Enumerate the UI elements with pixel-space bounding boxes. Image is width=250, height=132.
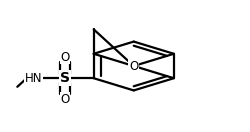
- Text: HN: HN: [25, 72, 42, 85]
- Text: O: O: [60, 51, 70, 64]
- Text: O: O: [129, 60, 138, 72]
- Text: S: S: [60, 71, 70, 85]
- Text: O: O: [129, 60, 138, 72]
- Text: O: O: [60, 93, 70, 106]
